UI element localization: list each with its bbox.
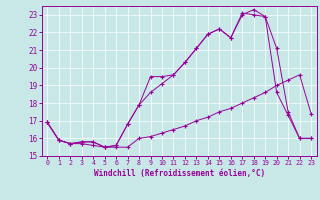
X-axis label: Windchill (Refroidissement éolien,°C): Windchill (Refroidissement éolien,°C) [94,169,265,178]
